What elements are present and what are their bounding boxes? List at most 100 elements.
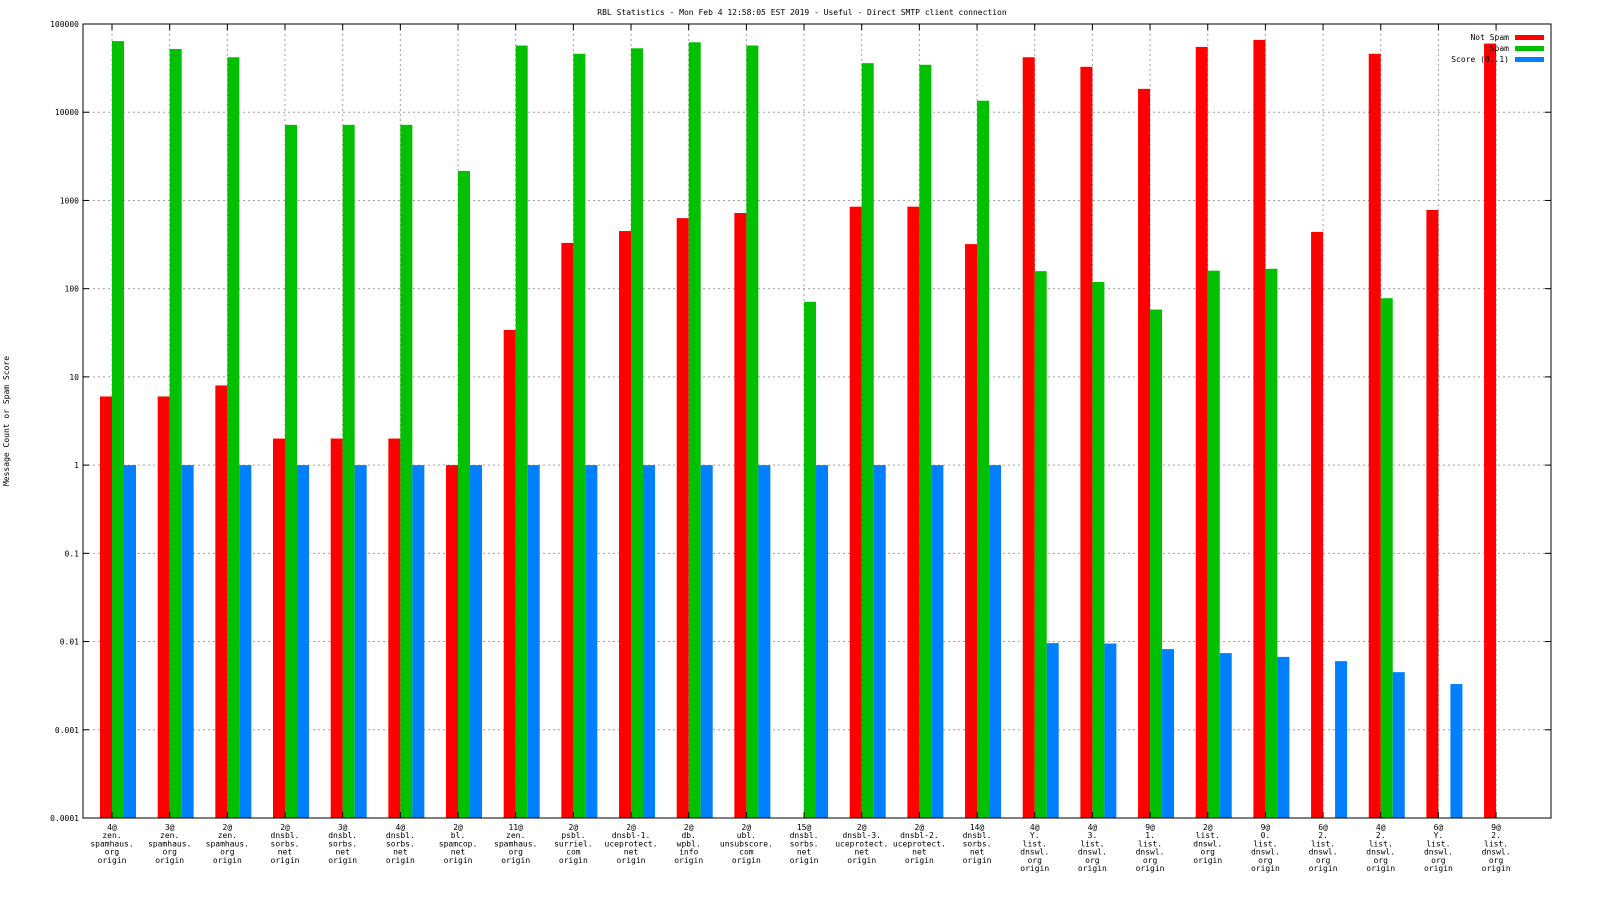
x-tick-label: 2@ [684,823,694,832]
bar-not-spam [965,244,978,819]
x-tick-label: list. [1138,839,1162,848]
x-tick-label: list. [1311,839,1335,848]
bar-not-spam [503,330,516,818]
x-tick-label: spamcop. [439,839,478,848]
x-tick-label: origin [386,856,415,865]
x-tick-label: org [105,848,120,857]
bar-not-spam [157,396,170,818]
x-tick-label: dnsbl. [790,831,819,840]
x-tick-label: 1. [1145,831,1155,840]
bar-score [124,465,136,818]
x-tick-label: origin [98,856,127,865]
bar-spam [169,49,182,819]
x-tick-label: 2@ [280,823,290,832]
x-tick-label: origin [963,856,992,865]
x-tick-label: origin [790,856,819,865]
bar-spam [573,53,586,818]
bar-not-spam [619,231,632,818]
x-tick-label: org [1201,848,1216,857]
bar-score [181,465,194,818]
x-tick-label: 4@ [1030,823,1040,832]
x-tick-label: 2. [1491,831,1501,840]
bar-spam [1092,282,1105,819]
x-tick-label: dnswl. [1482,848,1511,857]
x-tick-label: 2@ [1203,823,1213,832]
y-tick-label: 0.01 [60,638,79,647]
y-tick-label: 10000 [55,108,79,117]
x-tick-label: sorbs. [271,839,300,848]
x-tick-label: 4@ [1088,823,1098,832]
bar-not-spam [561,242,574,818]
x-tick-label: origin [444,856,473,865]
x-tick-label: list. [1426,839,1450,848]
x-tick-label: origin [1020,864,1049,873]
x-tick-label: bl. [451,831,465,840]
bar-not-spam [446,465,459,818]
x-tick-label: surriel. [554,839,593,848]
x-tick-label: origin [1078,864,1107,873]
y-tick-label: 0.001 [55,726,79,735]
bar-not-spam [734,213,747,818]
x-tick-label: 2@ [453,823,463,832]
x-tick-label: org [162,848,177,857]
x-tick-label: unsubscore. [720,839,773,848]
x-tick-label: net [624,848,639,857]
x-tick-label: org [1316,856,1331,865]
x-tick-label: list. [1196,831,1220,840]
x-tick-label: 6@ [1434,823,1444,832]
bar-score [297,465,310,818]
y-tick-label: 1000 [60,196,79,205]
x-tick-label: org [1431,856,1446,865]
bar-spam [919,64,932,818]
bar-spam [746,45,759,819]
bar-score [1450,684,1463,818]
x-tick-label: org [1085,856,1100,865]
bar-spam [400,124,413,819]
x-tick-label: origin [617,856,646,865]
x-ticks: 4@zen.spamhaus.orgorigin3@zen.spamhaus.o… [90,24,1511,873]
x-tick-label: com [566,848,581,857]
x-tick-label: zen. [218,831,237,840]
x-tick-label: 0. [1261,831,1271,840]
bar-score [1335,661,1348,818]
x-tick-label: dnsbl. [386,831,415,840]
x-tick-label: 9@ [1261,823,1271,832]
y-tick-label: 0.1 [65,549,80,558]
x-tick-label: sorbs. [963,839,992,848]
x-tick-label: net [393,848,408,857]
x-tick-label: 9@ [1145,823,1155,832]
x-tick-label: origin [1251,864,1280,873]
x-tick-label: dnsbl. [963,831,992,840]
bar-spam [285,124,298,819]
x-tick-label: spamhaus. [206,839,249,848]
x-tick-label: origin [1366,864,1395,873]
y-axis-label: Message Count or Spam Score [2,356,11,486]
x-tick-label: dnswl. [1366,848,1395,857]
y-ticks: 0.0001 0.001 0.01 0.1 1 10 100 1000 10000 100000 [50,20,1551,823]
x-tick-label: 4@ [396,823,406,832]
x-tick-label: org [1027,856,1042,865]
x-tick-label: dnswl. [1193,839,1222,848]
x-tick-label: origin [905,856,934,865]
x-tick-label: 11@ [508,823,523,832]
x-tick-label: list. [1080,839,1104,848]
bar-not-spam [273,438,286,818]
bar-spam [515,45,528,819]
x-tick-label: 2@ [626,823,636,832]
x-tick-label: origin [1136,864,1165,873]
bar-not-spam [1195,46,1208,819]
bars [100,39,1497,819]
x-tick-label: dnswl. [1251,848,1280,857]
x-tick-label: uceprotect. [605,839,658,848]
bar-score [758,465,771,818]
x-tick-label: origin [328,856,357,865]
x-tick-label: sorbs. [790,839,819,848]
x-tick-label: dnsbl. [271,831,300,840]
x-tick-label: 2@ [915,823,925,832]
bar-score [1277,656,1290,818]
x-tick-label: spamhaus. [148,839,191,848]
x-tick-label: dnswl. [1136,848,1165,857]
bar-score [700,465,713,818]
plot-frame [82,23,1552,819]
x-tick-label: uceprotect. [893,839,946,848]
